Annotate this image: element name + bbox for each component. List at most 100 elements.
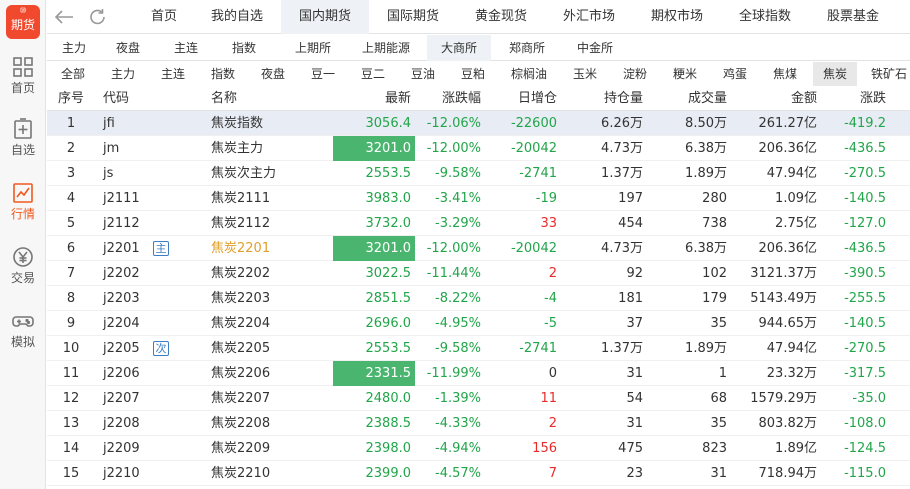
row-volume: 35	[710, 416, 727, 431]
row-change-pct: -3.41%	[435, 191, 481, 206]
row-daily-oi-change: -2741	[519, 341, 557, 356]
header-last[interactable]: 最新	[384, 91, 411, 106]
category-tab-night[interactable]: 夜盘	[260, 67, 285, 81]
exchange-tab-shfe[interactable]: 上期所	[294, 41, 331, 55]
row-seq: 5	[66, 216, 76, 231]
row-code: jfi	[103, 116, 115, 131]
row-daily-oi-change: -4	[544, 291, 557, 306]
table-row[interactable]: 7 j2202 焦炭2202 3022.5 -11.44% 2 92 102 3121.37万 -…	[47, 261, 910, 286]
tab-home[interactable]: 首页	[150, 9, 177, 24]
category-tab-coking-coal[interactable]: 焦煤	[772, 67, 797, 81]
category-tab-main[interactable]: 主力	[110, 67, 135, 81]
table-row[interactable]: 10 j2205 次 焦炭2205 2553.5 -9.58% -2741 1.37万 1.89…	[47, 336, 910, 361]
category-tab-index[interactable]: 指数	[210, 67, 235, 81]
table-row[interactable]: 5 j2112 焦炭2112 3732.0 -3.29% 33 454 738 2.75亿 -12…	[47, 211, 910, 236]
table-row[interactable]: 12 j2207 焦炭2207 2480.0 -1.39% 11 54 68 1579.29万 -…	[47, 386, 910, 411]
table-row[interactable]: 13 j2208 焦炭2208 2388.5 -4.33% 2 31 35 803.82万 -10…	[47, 411, 910, 436]
row-open-interest: 475	[618, 441, 643, 456]
exchange-tab-index[interactable]: 指数	[231, 41, 256, 55]
category-tab-starch[interactable]: 淀粉	[622, 67, 647, 81]
tab-forex[interactable]: 外汇市场	[562, 9, 615, 24]
row-name: 焦炭2206	[211, 366, 271, 381]
sidebar-item-home[interactable]: 首页	[0, 56, 46, 106]
row-change-pct: -4.33%	[435, 416, 481, 431]
header-seq[interactable]: 序号	[57, 91, 84, 106]
header-code[interactable]: 代码	[103, 91, 130, 106]
row-seq: 8	[66, 291, 76, 306]
sidebar-item-simulate[interactable]: 模拟	[0, 310, 46, 360]
table-row[interactable]: 3 js 焦炭次主力 2553.5 -9.58% -2741 1.37万 1.89万 47.94…	[47, 161, 910, 186]
row-change: -270.5	[844, 166, 886, 181]
row-amount: 2.75亿	[775, 216, 817, 231]
tab-gold-spot[interactable]: 黄金现货	[474, 9, 527, 24]
exchange-tab-night[interactable]: 夜盘	[115, 41, 140, 55]
row-code: j2207	[103, 391, 140, 406]
row-seq: 12	[62, 391, 80, 406]
row-seq: 9	[66, 316, 76, 331]
category-tab-continuous[interactable]: 主连	[160, 67, 185, 81]
table-header: 序号 代码 名称 最新 涨跌幅 日增仓 持仓量 成交量 金额 涨跌	[47, 86, 910, 111]
tab-global-index[interactable]: 全球指数	[738, 9, 791, 24]
exchange-tab-continuous[interactable]: 主连	[173, 41, 198, 55]
header-name[interactable]: 名称	[211, 91, 238, 106]
table-row[interactable]: 6 j2201 主 焦炭2201 3201.0 -12.00% -20042 4.73万 6.3…	[47, 236, 910, 261]
header-change[interactable]: 涨跌	[859, 91, 886, 106]
sidebar-item-trade[interactable]: 交易	[0, 246, 46, 296]
exchange-tab-dce[interactable]: 大商所	[427, 35, 491, 61]
refresh-icon[interactable]	[87, 7, 109, 27]
tab-domestic-futures[interactable]: 国内期货	[281, 0, 369, 34]
row-seq: 13	[62, 416, 80, 431]
row-code: js	[103, 166, 114, 181]
exchange-tab-czce[interactable]: 郑商所	[508, 41, 545, 55]
header-amount[interactable]: 金额	[790, 91, 817, 106]
category-tab-soybean2[interactable]: 豆二	[360, 67, 385, 81]
category-tab-soybean-oil[interactable]: 豆油	[410, 67, 435, 81]
header-daily-oi-change[interactable]: 日增仓	[517, 91, 557, 106]
tab-my-watchlist[interactable]: 我的自选	[210, 9, 263, 24]
exchange-tab-main[interactable]: 主力	[61, 41, 86, 55]
row-volume: 280	[702, 191, 727, 206]
row-last-price: 2553.5	[365, 166, 412, 181]
header-change-pct[interactable]: 涨跌幅	[441, 91, 481, 106]
row-change: -419.2	[844, 116, 886, 131]
header-volume[interactable]: 成交量	[687, 91, 727, 106]
top-nav-bar: 首页 我的自选 国内期货 国际期货 黄金现货 外汇市场 期权市场 全球指数 股票…	[47, 0, 910, 34]
row-open-interest: 4.73万	[601, 241, 643, 256]
category-tab-palm-oil[interactable]: 棕榈油	[510, 67, 547, 81]
tab-options[interactable]: 期权市场	[650, 9, 703, 24]
row-seq: 11	[62, 366, 80, 381]
row-change: -390.5	[844, 266, 886, 281]
row-tag: 次	[153, 341, 169, 356]
category-tab-coke[interactable]: 焦炭	[813, 62, 857, 86]
table-row[interactable]: 14 j2209 焦炭2209 2398.0 -4.94% 156 475 823 1.89亿 -…	[47, 436, 910, 461]
exchange-tab-cffex[interactable]: 中金所	[576, 41, 613, 55]
category-tab-corn[interactable]: 玉米	[572, 67, 597, 81]
table-row[interactable]: 15 j2210 焦炭2210 2399.0 -4.57% 7 23 31 718.94万 -11…	[47, 461, 910, 486]
sidebar-item-watchlist[interactable]: 自选	[0, 118, 46, 168]
row-code: j2208	[103, 416, 140, 431]
row-daily-oi-change: -5	[544, 316, 557, 331]
back-arrow-icon[interactable]	[53, 7, 75, 27]
header-open-interest[interactable]: 持仓量	[603, 91, 643, 106]
tab-stock-fund[interactable]: 股票基金	[826, 9, 879, 24]
row-seq: 7	[66, 266, 76, 281]
table-row[interactable]: 1 jfi 焦炭指数 3056.4 -12.06% -22600 6.26万 8.50万 261…	[47, 111, 910, 136]
table-row[interactable]: 9 j2204 焦炭2204 2696.0 -4.95% -5 37 35 944.65万 -14…	[47, 311, 910, 336]
table-row[interactable]: 8 j2203 焦炭2203 2851.5 -8.22% -4 181 179 5143.49万…	[47, 286, 910, 311]
app-logo[interactable]: ⑩ 期货	[6, 5, 40, 39]
exchange-tab-ine[interactable]: 上期能源	[361, 41, 410, 55]
tab-international-futures[interactable]: 国际期货	[386, 9, 439, 24]
category-tab-soybean1[interactable]: 豆一	[310, 67, 335, 81]
category-tab-rice[interactable]: 粳米	[672, 67, 697, 81]
row-seq: 3	[66, 166, 76, 181]
category-tab-egg[interactable]: 鸡蛋	[722, 67, 747, 81]
table-row[interactable]: 4 j2111 焦炭2111 3983.0 -3.41% -19 197 280 1.09亿 -1…	[47, 186, 910, 211]
category-tab-all[interactable]: 全部	[60, 67, 85, 81]
category-tab-soybean-meal[interactable]: 豆粕	[460, 67, 485, 81]
sidebar-item-market[interactable]: 行情	[0, 182, 46, 232]
row-name: 焦炭2112	[211, 216, 271, 231]
row-last-price: 3022.5	[365, 266, 412, 281]
category-tab-iron-ore[interactable]: 铁矿石	[871, 67, 908, 81]
table-row[interactable]: 11 j2206 焦炭2206 2331.5 -11.99% 0 31 1 23.32万 -317…	[47, 361, 910, 386]
table-row[interactable]: 2 jm 焦炭主力 3201.0 -12.00% -20042 4.73万 6.38万 206.…	[47, 136, 910, 161]
